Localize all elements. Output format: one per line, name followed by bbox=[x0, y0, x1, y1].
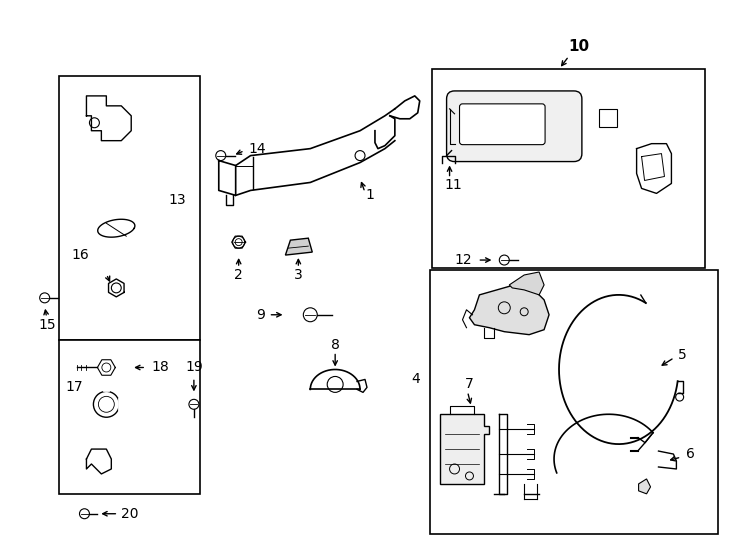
Text: 19: 19 bbox=[185, 361, 203, 375]
Polygon shape bbox=[639, 479, 650, 494]
Text: 11: 11 bbox=[445, 178, 462, 192]
Text: 10: 10 bbox=[568, 39, 589, 53]
Bar bbox=[432, 69, 705, 268]
FancyBboxPatch shape bbox=[459, 104, 545, 145]
Text: 20: 20 bbox=[121, 507, 139, 521]
Text: 9: 9 bbox=[255, 308, 264, 322]
Text: 14: 14 bbox=[249, 141, 266, 156]
Text: 17: 17 bbox=[65, 380, 83, 394]
Text: 3: 3 bbox=[294, 268, 302, 282]
Text: 1: 1 bbox=[365, 188, 374, 202]
Text: 8: 8 bbox=[331, 338, 340, 352]
Text: 15: 15 bbox=[39, 318, 57, 332]
Text: 2: 2 bbox=[234, 268, 243, 282]
FancyBboxPatch shape bbox=[446, 91, 582, 161]
Text: 6: 6 bbox=[686, 447, 695, 461]
Polygon shape bbox=[470, 285, 549, 335]
Bar bbox=[59, 76, 200, 340]
Text: 12: 12 bbox=[454, 253, 472, 267]
Bar bbox=[429, 270, 718, 534]
Text: 5: 5 bbox=[678, 348, 687, 362]
Text: 4: 4 bbox=[411, 373, 420, 387]
Text: 13: 13 bbox=[168, 193, 186, 207]
Polygon shape bbox=[509, 272, 544, 295]
Text: 7: 7 bbox=[465, 377, 473, 392]
Bar bbox=[59, 340, 200, 494]
Polygon shape bbox=[440, 414, 490, 484]
Polygon shape bbox=[286, 238, 312, 255]
Bar bbox=[599, 109, 617, 127]
Text: 18: 18 bbox=[151, 361, 169, 375]
Text: 16: 16 bbox=[71, 248, 90, 262]
